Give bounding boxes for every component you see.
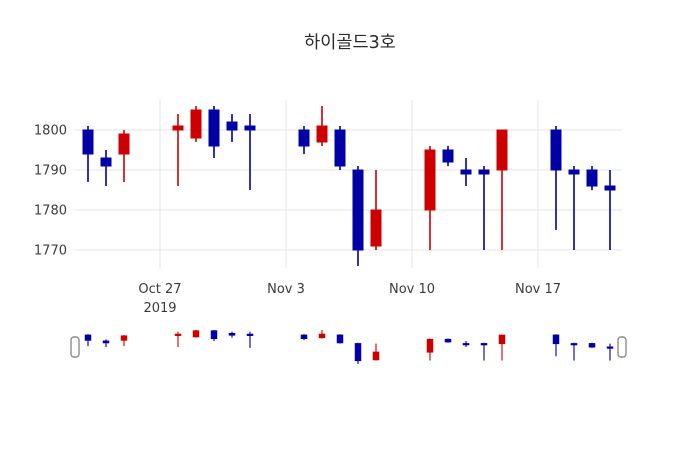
candle-body [120,335,128,341]
candle-body [352,169,364,251]
candle-body [370,209,382,247]
candle-body [604,185,616,191]
y-axis-tick-label: 1790 [34,164,67,179]
candle-body [568,169,580,175]
candle-body [174,333,182,336]
y-axis-tick-label: 1780 [34,204,67,219]
candle-body [570,343,578,346]
x-axis-tick-label: Oct 27 [138,282,181,297]
main-candles [82,106,616,266]
candle-body [552,334,560,345]
candle-body [118,133,130,155]
candle-body [208,109,220,147]
x-axis-tick-label: Nov 10 [389,282,435,297]
candle-body [372,351,380,361]
candle-body [300,334,308,340]
rangeslider-left-handle[interactable] [70,336,80,358]
candle-body [424,149,436,211]
candle-body [444,338,452,343]
candle-body [190,109,202,139]
candle-body [244,125,256,131]
candle-body [496,129,508,171]
candle-body [550,129,562,171]
candle-body [100,157,112,167]
x-axis-tick-label: Nov 3 [267,282,305,297]
candle-body [498,334,506,345]
y-axis-tick-label: 1770 [34,244,67,259]
candle-body [228,332,236,336]
candle-body [318,333,326,339]
candle-body [462,343,470,346]
candle-body [460,169,472,175]
candle-body [442,149,454,163]
candle-body [246,333,254,336]
rangeslider-right-handle[interactable] [617,336,627,358]
plot-area[interactable] [75,100,622,268]
candle-body [588,343,596,348]
candle-body [192,330,200,338]
candle-body [606,346,614,349]
chart-title: 하이골드3호 [304,33,396,53]
candle-body [354,343,362,362]
gridlines [75,100,622,268]
y-axis-tick-label: 1800 [34,124,67,139]
candle-body [336,334,344,344]
candle-body [586,169,598,187]
candle-body [172,125,184,131]
candle-body [298,129,310,147]
candle-body [426,338,434,353]
rangeslider-track[interactable] [75,324,622,370]
rangeslider-candles [84,330,614,364]
candle-body [480,343,488,346]
candle-body [210,330,218,340]
candle-body [82,129,94,155]
candle-body [334,129,346,167]
x-axis-tick-label: Nov 17 [515,282,561,297]
candle-body [102,340,110,344]
candle-body [226,121,238,131]
candle-body [84,334,92,341]
candle-body [316,125,328,143]
candle-body [478,169,490,175]
x-axis-year-label: 2019 [143,301,176,316]
